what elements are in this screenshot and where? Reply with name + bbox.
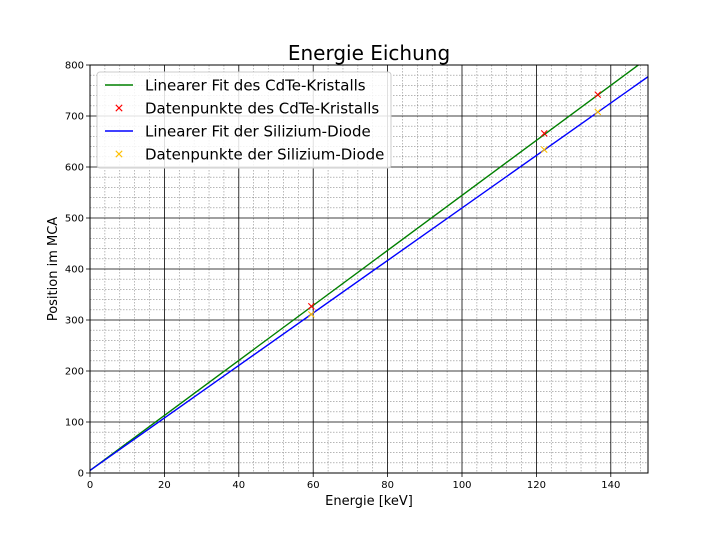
x-tick-label: 80 [381, 480, 394, 491]
y-tick-label: 100 [65, 418, 84, 429]
x-axis-ticks: 0 20 40 60 80 100 120 140 [87, 473, 620, 491]
legend-entry-1: Datenpunkte des CdTe-Kristalls [115, 100, 379, 118]
data-point-series-3 [540, 146, 548, 154]
legend-marker-swatch [115, 104, 123, 112]
data-point-series-1 [307, 302, 315, 310]
legend-label: Linearer Fit des CdTe-Kristalls [145, 77, 366, 95]
legend-label: Datenpunkte des CdTe-Kristalls [145, 100, 379, 118]
y-axis-ticks: 0 100 200 300 400 500 600 700 800 [65, 61, 90, 480]
x-tick-label: 20 [158, 480, 171, 491]
legend-label: Linearer Fit der Silizium-Diode [145, 123, 371, 141]
y-tick-label: 300 [65, 316, 84, 327]
chart-title: Energie Eichung [288, 41, 450, 65]
y-tick-label: 500 [65, 214, 84, 225]
series-layer [90, 65, 648, 472]
y-tick-label: 0 [78, 469, 84, 480]
x-tick-label: 100 [452, 480, 471, 491]
legend-box [96, 71, 392, 169]
data-point-series-1 [540, 129, 548, 137]
series-line-2 [90, 76, 648, 472]
y-tick-label: 400 [65, 265, 84, 276]
x-tick-label: 60 [307, 480, 320, 491]
legend-entry-0: Linearer Fit des CdTe-Kristalls [105, 77, 366, 95]
x-axis-title: Energie [keV] [325, 494, 413, 509]
data-point-series-1 [594, 91, 602, 98]
data-point-series-3 [307, 311, 315, 318]
legend-entry-3: Datenpunkte der Silizium-Diode [115, 146, 384, 164]
x-tick-label: 0 [87, 480, 93, 491]
series-line-0 [90, 65, 640, 472]
legend-marker-swatch [115, 150, 123, 158]
x-tick-label: 120 [527, 480, 546, 491]
y-tick-label: 800 [65, 61, 84, 72]
legend-label: Datenpunkte der Silizium-Diode [145, 146, 384, 164]
data-point-series-3 [594, 108, 602, 116]
x-tick-label: 40 [232, 480, 245, 491]
legend-entry-2: Linearer Fit der Silizium-Diode [105, 123, 371, 141]
y-tick-label: 600 [65, 163, 84, 174]
y-tick-label: 200 [65, 367, 84, 378]
legend: Linearer Fit des CdTe-Kristalls Datenpunk… [96, 71, 392, 169]
y-tick-label: 700 [65, 112, 84, 123]
y-axis-title: Position im MCA [46, 217, 61, 321]
x-tick-label: 140 [601, 480, 620, 491]
